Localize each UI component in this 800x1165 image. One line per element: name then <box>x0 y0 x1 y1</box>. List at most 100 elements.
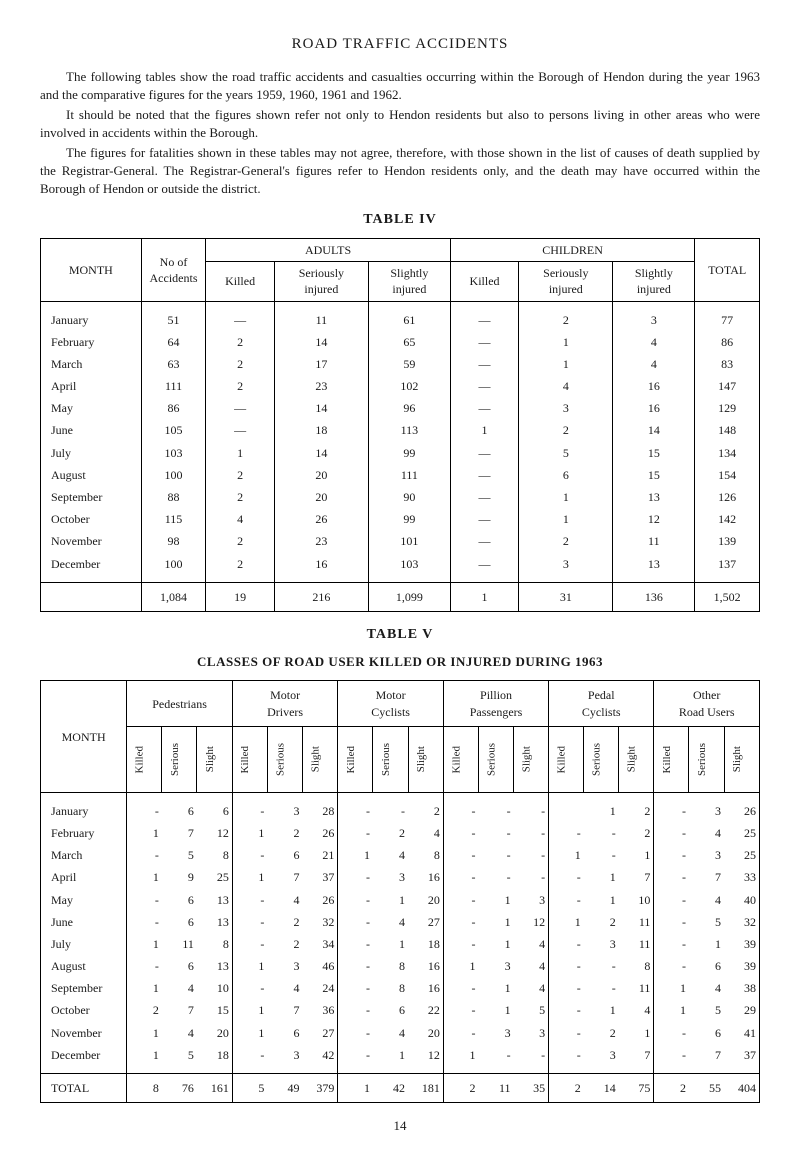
t5-subcol-header: Serious <box>373 726 408 792</box>
data-cell: - <box>338 822 373 844</box>
data-cell: - <box>654 822 689 844</box>
data-cell: 101 <box>368 530 450 552</box>
data-cell: 6 <box>162 955 197 977</box>
data-cell: 6 <box>689 955 724 977</box>
data-cell: 4 <box>373 1022 408 1044</box>
data-cell: 2 <box>206 353 274 375</box>
data-cell: - <box>232 1044 267 1074</box>
data-cell: - <box>549 955 584 977</box>
month-cell: February <box>41 822 127 844</box>
total-label: TOTAL <box>41 1074 127 1103</box>
total-cell: 1,502 <box>695 582 760 611</box>
data-cell: 1 <box>519 508 613 530</box>
month-cell: June <box>41 419 142 441</box>
data-cell: 7 <box>619 866 654 888</box>
data-cell: 26 <box>274 508 368 530</box>
data-cell: 26 <box>302 889 337 911</box>
data-cell: 37 <box>302 866 337 888</box>
data-cell: 1 <box>689 933 724 955</box>
data-cell: — <box>206 397 274 419</box>
data-cell: - <box>654 1044 689 1074</box>
table-row: August-6131346-816134--8-639 <box>41 955 760 977</box>
data-cell: 96 <box>368 397 450 419</box>
data-cell: 10 <box>197 977 232 999</box>
data-cell: - <box>127 792 162 822</box>
data-cell: 3 <box>613 301 695 331</box>
data-cell: — <box>206 419 274 441</box>
total-cell: 161 <box>197 1074 232 1103</box>
data-cell: 1 <box>478 889 513 911</box>
data-cell: 16 <box>408 955 443 977</box>
month-cell: March <box>41 353 142 375</box>
data-cell: 5 <box>514 999 549 1021</box>
data-cell: 3 <box>478 1022 513 1044</box>
data-cell: 86 <box>695 331 760 353</box>
month-cell: October <box>41 508 142 530</box>
data-cell: 38 <box>724 977 759 999</box>
data-cell: — <box>450 508 518 530</box>
data-cell: — <box>450 331 518 353</box>
data-cell: 1 <box>584 999 619 1021</box>
table-row: July10311499—515134 <box>41 442 760 464</box>
table-row: April19251737-316----17-733 <box>41 866 760 888</box>
data-cell: 6 <box>162 911 197 933</box>
data-cell: - <box>514 866 549 888</box>
data-cell: — <box>450 375 518 397</box>
t5-subcol-header: Slight <box>724 726 759 792</box>
data-cell <box>549 792 584 822</box>
t5-subcol-header: Slight <box>514 726 549 792</box>
data-cell: 100 <box>141 553 206 583</box>
data-cell: 4 <box>519 375 613 397</box>
data-cell: - <box>232 844 267 866</box>
table-row: November98223101—211139 <box>41 530 760 552</box>
month-cell: May <box>41 889 127 911</box>
data-cell: 1 <box>654 999 689 1021</box>
data-cell: 32 <box>724 911 759 933</box>
data-cell: 1 <box>450 419 518 441</box>
total-cell: 35 <box>514 1074 549 1103</box>
total-cell <box>41 582 142 611</box>
data-cell: 5 <box>162 1044 197 1074</box>
month-cell: August <box>41 955 127 977</box>
table-row: January-66-328--2---12-326 <box>41 792 760 822</box>
data-cell: 3 <box>689 792 724 822</box>
data-cell: 24 <box>302 977 337 999</box>
data-cell: 1 <box>373 1044 408 1074</box>
data-cell: 28 <box>302 792 337 822</box>
data-cell: 113 <box>368 419 450 441</box>
t5-group-header: Motor Drivers <box>232 681 338 726</box>
data-cell: 1 <box>232 999 267 1021</box>
t4-group-adults: ADULTS <box>206 238 450 261</box>
data-cell: 1 <box>619 844 654 866</box>
total-cell: 11 <box>478 1074 513 1103</box>
table-row: March6321759—1483 <box>41 353 760 375</box>
data-cell: 1 <box>549 844 584 866</box>
table4: MONTH No of Accidents ADULTS CHILDREN TO… <box>40 238 760 612</box>
data-cell: 6 <box>519 464 613 486</box>
data-cell: 4 <box>162 977 197 999</box>
data-cell: 129 <box>695 397 760 419</box>
data-cell: - <box>478 866 513 888</box>
data-cell: - <box>654 792 689 822</box>
data-cell: 1 <box>519 486 613 508</box>
table-row: December1518-342-1121---37-737 <box>41 1044 760 1074</box>
table5: MONTH PedestriansMotor DriversMotor Cycl… <box>40 680 760 1103</box>
total-cell: 14 <box>584 1074 619 1103</box>
month-cell: January <box>41 301 142 331</box>
data-cell: - <box>443 889 478 911</box>
data-cell: — <box>450 486 518 508</box>
data-cell: - <box>514 1044 549 1074</box>
data-cell: 33 <box>724 866 759 888</box>
data-cell: 99 <box>368 442 450 464</box>
data-cell: - <box>514 844 549 866</box>
t5-subcol-header: Killed <box>549 726 584 792</box>
data-cell: 88 <box>141 486 206 508</box>
data-cell: 63 <box>141 353 206 375</box>
data-cell: 3 <box>514 889 549 911</box>
data-cell: 18 <box>274 419 368 441</box>
data-cell: - <box>478 792 513 822</box>
table-row: March-58-621148---1-1-325 <box>41 844 760 866</box>
data-cell: 16 <box>274 553 368 583</box>
data-cell: - <box>338 977 373 999</box>
t5-group-header: Other Road Users <box>654 681 760 726</box>
